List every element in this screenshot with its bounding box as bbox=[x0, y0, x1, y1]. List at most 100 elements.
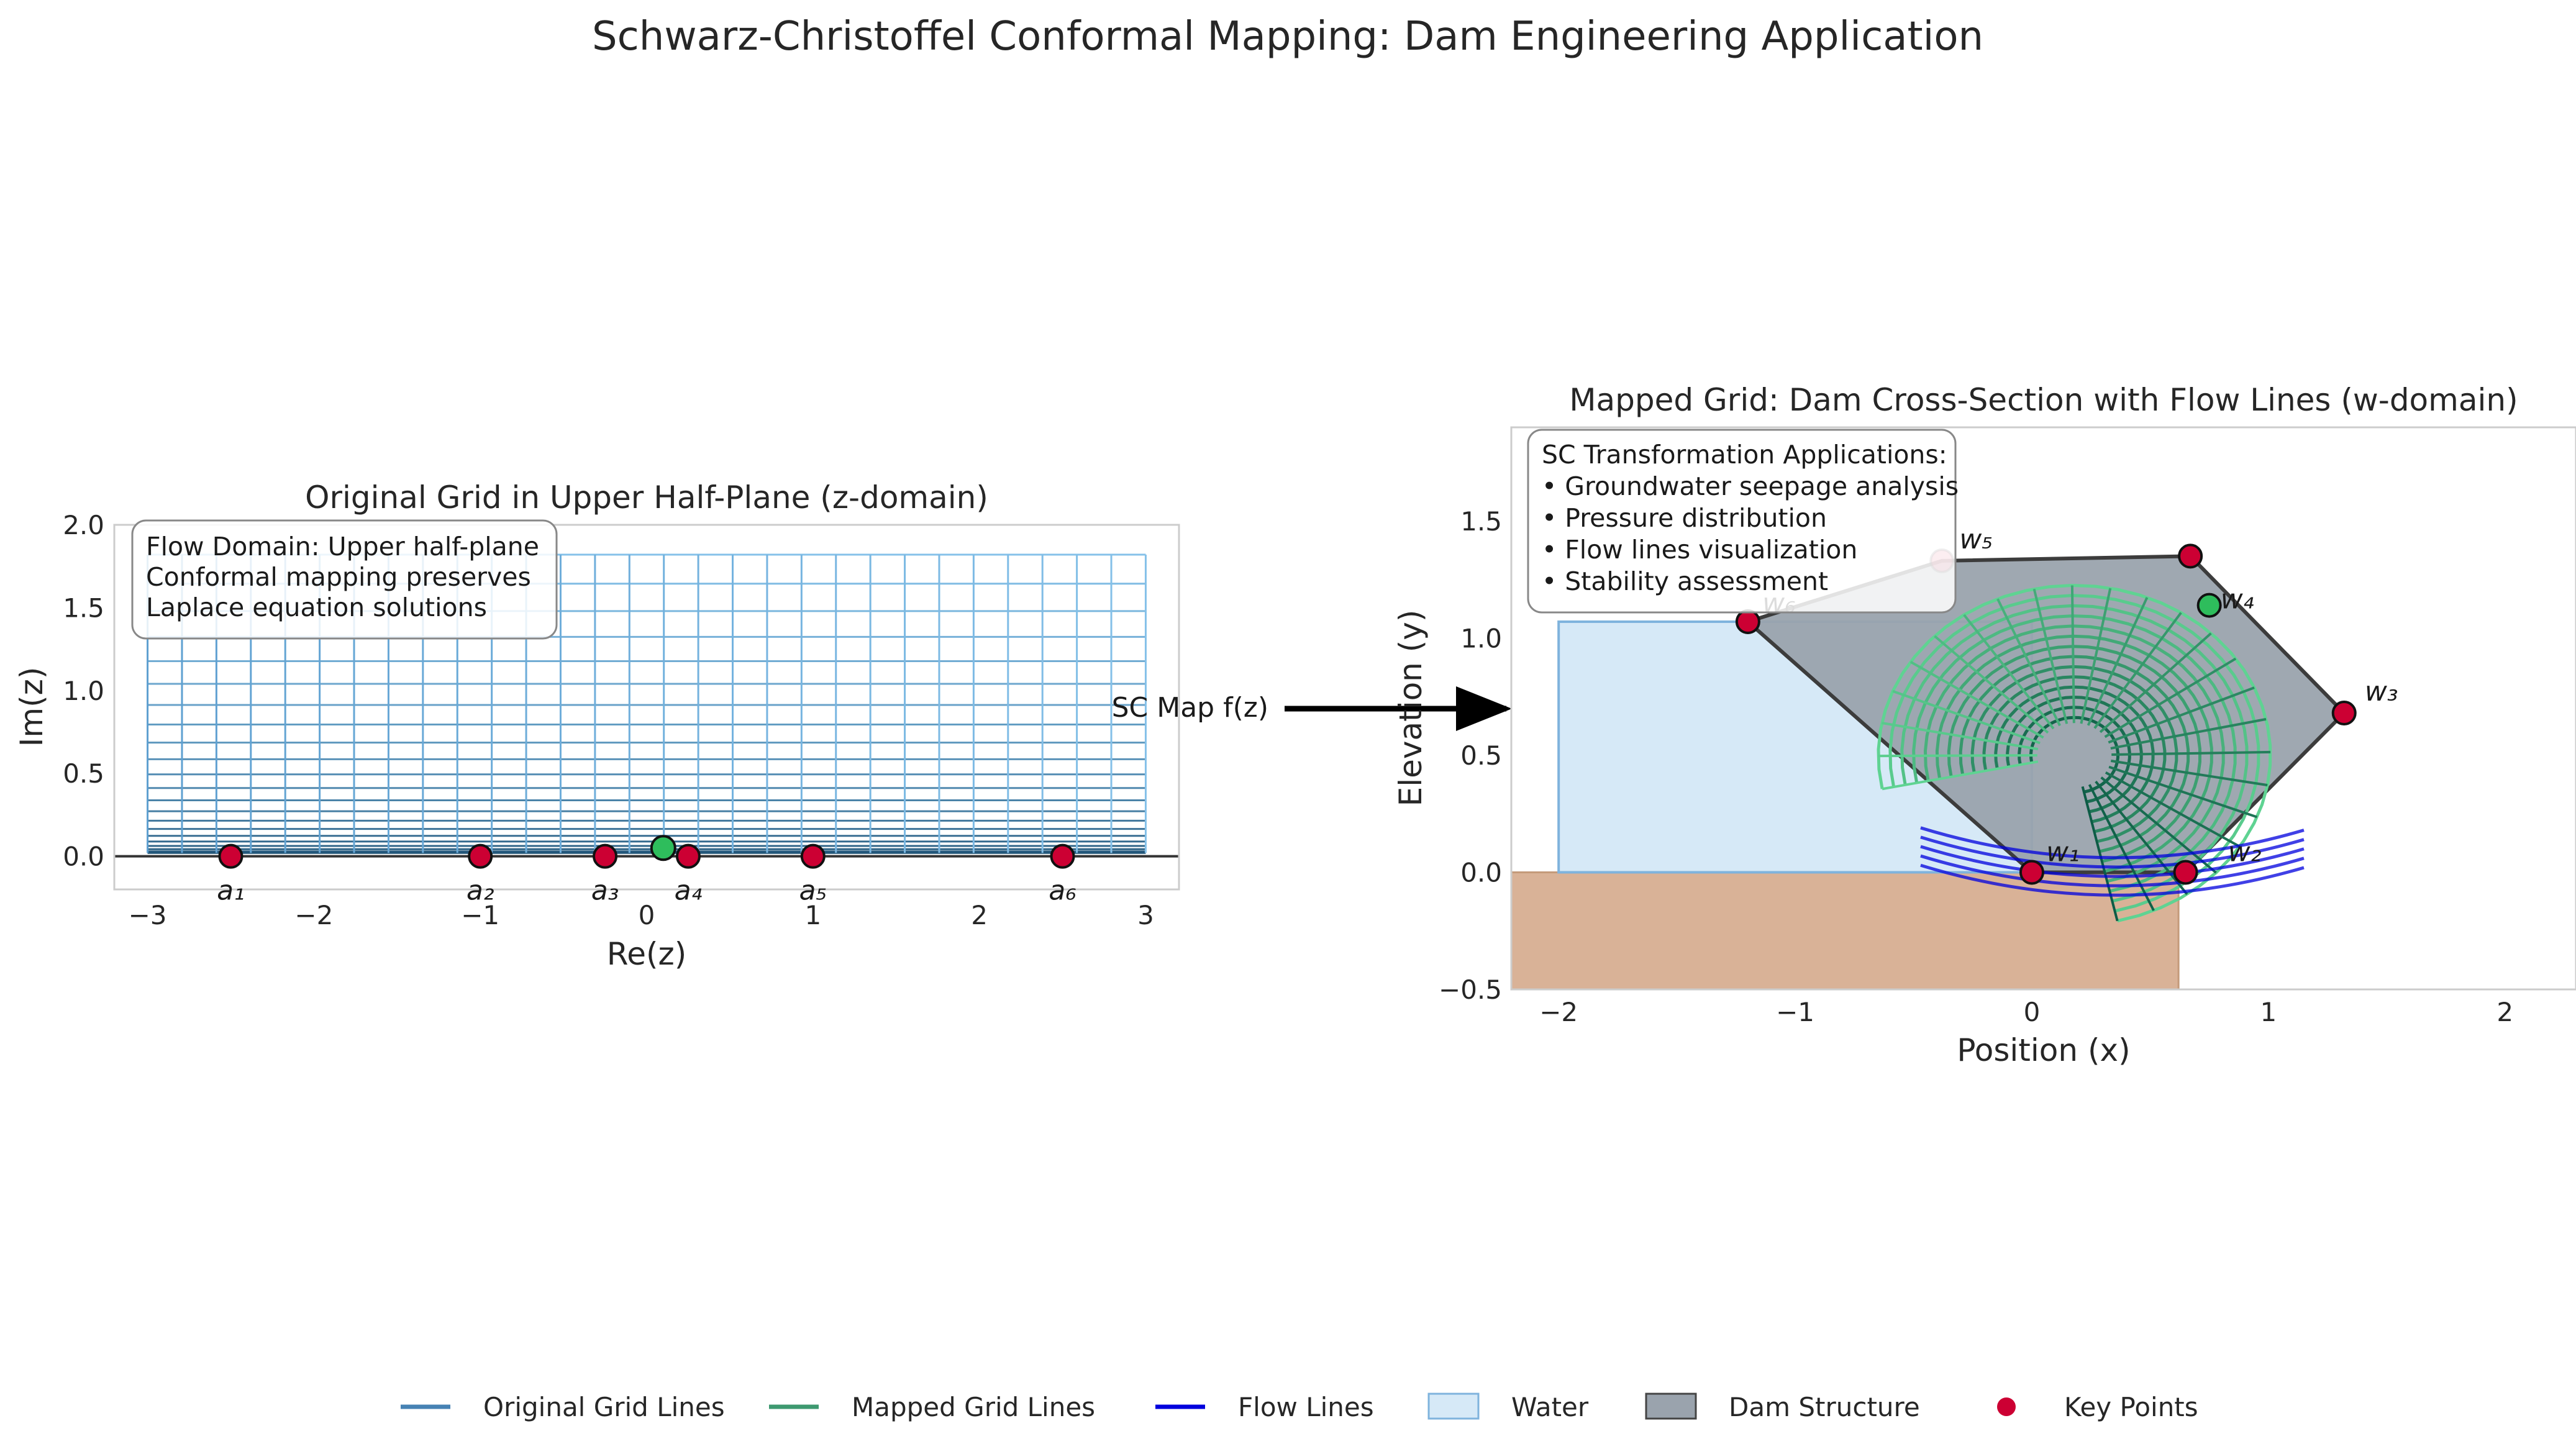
mapping-arrow: SC Map f(z) bbox=[1112, 686, 1512, 731]
prevertex-label: a₆ bbox=[1049, 875, 1076, 907]
vertex-point bbox=[2196, 593, 2222, 618]
flow-line bbox=[1920, 835, 2305, 869]
mapped-grid-ray bbox=[2105, 771, 2241, 848]
prevertex-point bbox=[468, 843, 493, 869]
figure-title: Schwarz-Christoffel Conformal Mapping: D… bbox=[592, 14, 1983, 60]
right-xtick-label: −2 bbox=[1539, 997, 1578, 1027]
mapped-grid-ray bbox=[2081, 786, 2119, 922]
legend-item: Key Points bbox=[1997, 1392, 2198, 1422]
vertex-point bbox=[2173, 860, 2198, 885]
vertex-point bbox=[2178, 543, 2203, 569]
prevertex-point bbox=[218, 843, 243, 869]
right-annotation-box: SC Transformation Applications: • Ground… bbox=[1527, 429, 1959, 614]
right-panel: Mapped Grid: Dam Cross-Section with Flow… bbox=[1393, 382, 2576, 1068]
legend-swatch-patch bbox=[1427, 1393, 1480, 1420]
highlight-point bbox=[650, 835, 676, 861]
legend-label: Water bbox=[1511, 1392, 1589, 1422]
mapped-grid-ray bbox=[1934, 635, 2049, 734]
mapped-grid-ray bbox=[1878, 754, 2037, 758]
ground-patch bbox=[1511, 871, 2180, 989]
legend-item: Dam Structure bbox=[1645, 1392, 1920, 1422]
left-xtick-label: −1 bbox=[461, 900, 499, 930]
flow-lines bbox=[1920, 826, 2305, 897]
left-annotation-line-2: Conformal mapping preserves bbox=[146, 562, 531, 592]
left-ytick-label: 0.5 bbox=[63, 758, 104, 789]
left-ytick-label: 1.5 bbox=[63, 593, 104, 623]
vertex-label: w₄ bbox=[2221, 584, 2254, 616]
legend-label: Original Grid Lines bbox=[483, 1392, 725, 1422]
prevertex-label: a₅ bbox=[799, 875, 827, 907]
prevertex-label: a₁ bbox=[217, 875, 245, 907]
left-ytick-label: 1.0 bbox=[63, 676, 104, 706]
legend-swatch-patch bbox=[1645, 1393, 1697, 1420]
prevertex-label: a₄ bbox=[675, 875, 703, 907]
mapped-grid-ray bbox=[2108, 686, 2255, 744]
mapped-grid-ray bbox=[2099, 632, 2212, 734]
vertex-label: w₂ bbox=[2228, 836, 2262, 868]
right-ytick-label: −0.5 bbox=[1439, 975, 1502, 1005]
left-tick-labels: −3 −2 −1 0 1 2 3 0.0 0.5 1.0 1.5 2.0 bbox=[63, 510, 1154, 930]
left-ylabel: Im(z) bbox=[14, 667, 50, 747]
left-xtick-label: 3 bbox=[1137, 900, 1154, 930]
mapped-grid-ray bbox=[1963, 614, 2055, 730]
left-xtick-label: 0 bbox=[639, 900, 655, 930]
mapped-grid-ray bbox=[2093, 612, 2182, 729]
vertex-point bbox=[1735, 609, 1760, 634]
flow-line bbox=[1920, 863, 2305, 897]
mapped-grid-ray bbox=[1882, 722, 2039, 751]
arrow-label: SC Map f(z) bbox=[1112, 692, 1268, 724]
legend-label: Mapped Grid Lines bbox=[852, 1392, 1095, 1422]
right-ytick-label: 1.0 bbox=[1460, 623, 1502, 653]
left-ytick-label: 2.0 bbox=[63, 510, 104, 540]
prevertex-points: a₁ a₂ a₃ a₄ a₅ a₆ bbox=[217, 835, 1076, 907]
right-annotation-line-3: • Pressure distribution bbox=[1542, 503, 1827, 533]
mapped-grid-ray bbox=[2111, 750, 2271, 756]
right-annotation-line-4: • Flow lines visualization bbox=[1542, 535, 1857, 565]
vertex-point bbox=[2331, 701, 2357, 726]
right-xtick-label: 2 bbox=[2496, 997, 2513, 1027]
vertex-point bbox=[2019, 860, 2044, 885]
mapped-grid-ray bbox=[2108, 765, 2258, 819]
prevertex-label: a₂ bbox=[467, 875, 494, 907]
flow-line bbox=[1920, 826, 2305, 860]
mapped-grid-ray bbox=[2087, 597, 2149, 726]
legend-label: Flow Lines bbox=[1238, 1392, 1374, 1422]
right-xtick-label: 1 bbox=[2260, 997, 2277, 1027]
right-ytick-label: 0.0 bbox=[1460, 857, 1502, 888]
mapped-grid-ray bbox=[2070, 585, 2075, 724]
mapped-grid-ray bbox=[2032, 588, 2069, 724]
mapped-grid-ray bbox=[2080, 588, 2112, 724]
right-xtick-label: 0 bbox=[2024, 997, 2041, 1027]
right-annotation-line-1: SC Transformation Applications: bbox=[1542, 440, 1947, 470]
prevertex-point bbox=[800, 843, 826, 869]
right-xtick-label: −1 bbox=[1776, 997, 1814, 1027]
flow-line bbox=[1920, 854, 2305, 888]
legend-item: Flow Lines bbox=[1155, 1392, 1374, 1422]
left-xtick-label: 2 bbox=[971, 900, 988, 930]
prevertex-point bbox=[675, 843, 701, 869]
mapped-grid-ray bbox=[2110, 760, 2268, 787]
legend-item: Water bbox=[1427, 1392, 1589, 1422]
left-ytick-label: 0.0 bbox=[63, 842, 104, 872]
left-xtick-label: 1 bbox=[804, 900, 821, 930]
left-panel: Original Grid in Upper Half-Plane (z-dom… bbox=[14, 479, 1180, 972]
original-grid-lines bbox=[114, 553, 1179, 858]
vertex-label: w₃ bbox=[2365, 676, 2398, 707]
mapped-grid-ray bbox=[2104, 657, 2237, 738]
mapped-grid-ray bbox=[2088, 784, 2155, 911]
vertex-label: w₁ bbox=[2046, 836, 2080, 868]
flow-line bbox=[1920, 845, 2305, 878]
right-plot-frame bbox=[1510, 426, 2576, 991]
dam-scene bbox=[1511, 554, 2347, 989]
legend-label: Dam Structure bbox=[1729, 1392, 1920, 1422]
left-plot-frame bbox=[113, 524, 1180, 891]
left-xtick-label: −2 bbox=[294, 900, 333, 930]
legend-swatch-dot bbox=[1997, 1397, 2016, 1416]
legend-label: Key Points bbox=[2064, 1392, 2198, 1422]
left-annotation-line-3: Laplace equation solutions bbox=[146, 593, 487, 622]
left-panel-title: Original Grid in Upper Half-Plane (z-dom… bbox=[305, 479, 988, 516]
mapped-grid-ray bbox=[1892, 689, 2041, 745]
legend-item: Original Grid Lines bbox=[401, 1392, 725, 1422]
mapped-grid-ray bbox=[2100, 776, 2217, 874]
